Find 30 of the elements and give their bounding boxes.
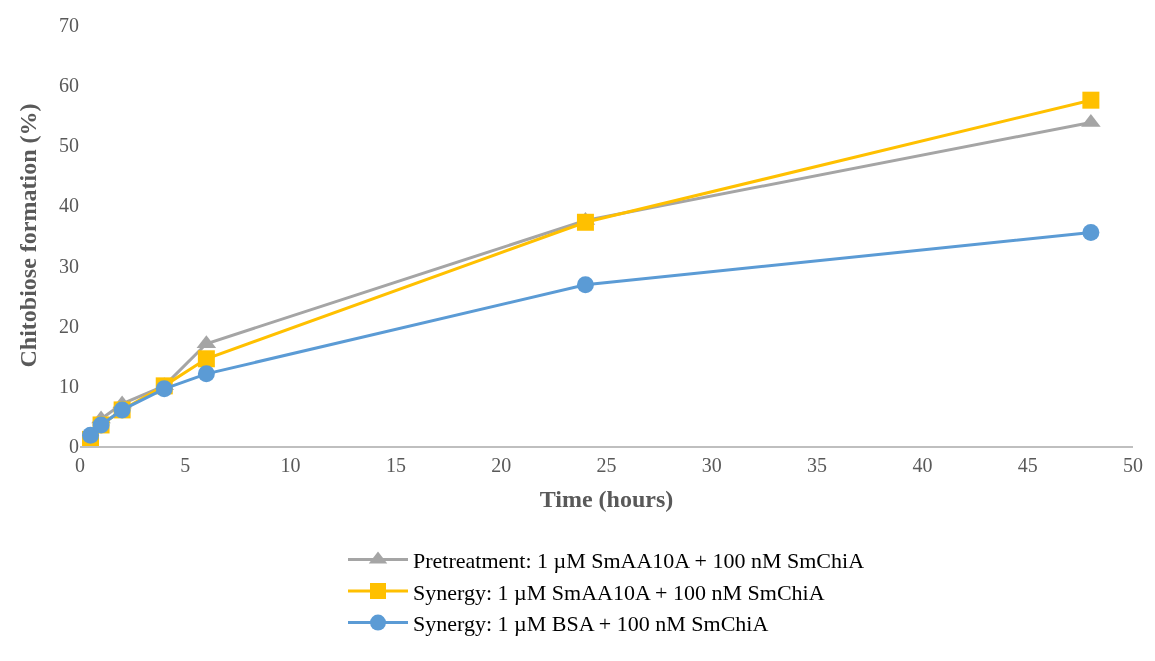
legend-label: Pretreatment: 1 µM SmAA10A + 100 nM SmChiA (413, 548, 865, 573)
y-axis-title: Chitobiose formation (%) (15, 103, 42, 368)
legend-label: Synergy: 1 µM SmAA10A + 100 nM SmChiA (413, 579, 825, 605)
point (82, 426, 100, 444)
x-tick-label: 5 (180, 454, 191, 476)
point (1082, 223, 1100, 241)
y-tick-label: 50 (59, 134, 79, 157)
x-tick-label: 35 (807, 454, 828, 476)
legend-label: Synergy: 1 µM BSA + 100 nM SmChiA (413, 611, 769, 637)
y-tick-label: 40 (59, 194, 79, 217)
x-tick-label: 50 (1123, 454, 1143, 476)
y-tick-label: 20 (59, 314, 79, 337)
x-tick-label: 20 (491, 454, 512, 476)
point (1082, 91, 1100, 109)
y-tick-label: 10 (59, 374, 79, 397)
y-tick-label: 0 (69, 435, 79, 457)
x-tick-label: 40 (912, 454, 933, 476)
x-tick-label: 25 (596, 454, 617, 476)
y-tick-label: 70 (59, 14, 79, 36)
x-tick-label: 45 (1017, 454, 1038, 476)
point (197, 350, 215, 368)
x-tick-label: 15 (385, 454, 406, 476)
x-axis-title: Time (hours) (539, 485, 674, 512)
point (197, 365, 215, 383)
point (576, 213, 594, 231)
x-tick-label: 10 (280, 454, 301, 476)
point (576, 276, 594, 294)
y-tick-label: 30 (59, 254, 79, 277)
x-tick-label: 30 (701, 454, 722, 476)
y-tick-label: 60 (59, 74, 79, 97)
